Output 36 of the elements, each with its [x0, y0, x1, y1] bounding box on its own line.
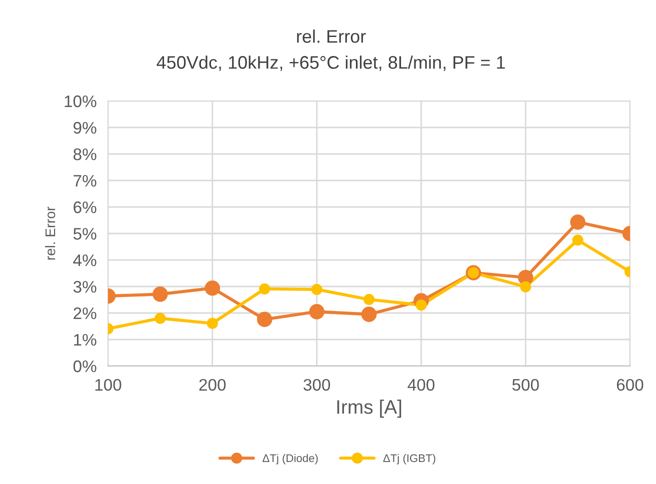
legend-label: ΔTj (IGBT)	[383, 454, 436, 464]
point	[361, 306, 377, 322]
point	[520, 281, 532, 292]
y-tick-label: 0%	[73, 360, 96, 372]
point	[309, 304, 324, 320]
x-tick-label: 600	[616, 378, 644, 391]
x-tick-label: 500	[512, 378, 539, 391]
legend-label: ΔTj (Diode)	[262, 454, 318, 464]
x-tick-label: 100	[95, 378, 122, 391]
point	[363, 294, 375, 306]
y-tick-label: 3%	[73, 280, 96, 293]
point	[311, 284, 322, 295]
chart-subtitle: 450Vdc, 10kHz, +65°C inlet, 8L/min, PF = 1	[156, 56, 505, 71]
x-tick-label: 400	[408, 378, 434, 391]
chart-title: rel. Error	[297, 30, 366, 43]
point	[572, 234, 584, 246]
point	[204, 280, 220, 296]
y-tick-label: 8%	[74, 148, 96, 160]
point	[259, 283, 270, 294]
x-axis-title: Irms [A]	[337, 400, 402, 418]
y-axis-title: rel. Error	[45, 206, 56, 260]
point	[570, 214, 586, 230]
y-tick-label: 1%	[74, 334, 96, 346]
x-tick-label: 300	[304, 378, 330, 391]
y-tick-label: 6%	[74, 201, 96, 214]
y-tick-label: 2%	[74, 307, 96, 320]
x-tick-label: 200	[199, 378, 226, 391]
y-tick-label: 5%	[73, 228, 96, 240]
point	[206, 318, 218, 329]
y-tick-label: 4%	[73, 254, 96, 266]
point	[154, 312, 166, 324]
y-tick-label: 9%	[74, 122, 96, 134]
point	[256, 312, 272, 327]
y-tick-label: 7%	[74, 174, 96, 187]
y-tick-label: 10%	[64, 95, 96, 108]
point	[152, 286, 168, 302]
